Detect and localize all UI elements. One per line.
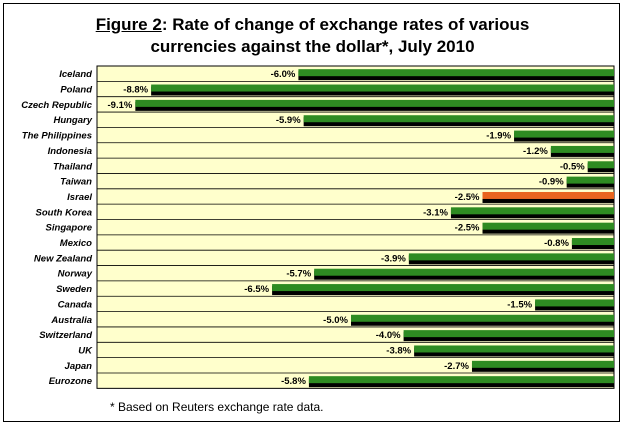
category-label: Taiwan: [60, 177, 92, 188]
value-label: -5.8%: [281, 376, 306, 387]
bar: [298, 69, 614, 77]
category-label: Switzerland: [39, 330, 92, 341]
value-label: -0.5%: [560, 161, 585, 172]
value-label: -3.9%: [381, 253, 406, 264]
bar: [587, 161, 614, 169]
footnote: * Based on Reuters exchange rate data.: [110, 400, 324, 414]
bar: [303, 115, 614, 123]
title-line2: currencies against the dollar*, July 201…: [150, 37, 475, 56]
category-label: Indonesia: [48, 146, 92, 157]
value-label: -9.1%: [108, 100, 133, 111]
value-label: -2.5%: [455, 192, 480, 203]
bar: [566, 176, 614, 184]
category-label: Thailand: [53, 161, 92, 172]
category-label: Japan: [65, 361, 93, 372]
bar: [151, 84, 614, 92]
category-label: Israel: [67, 192, 92, 203]
bar: [408, 253, 614, 261]
category-label: Singapore: [46, 223, 93, 234]
value-label: -6.5%: [244, 284, 269, 295]
title-line1: : Rate of change of exchange rates of va…: [161, 15, 530, 34]
bar: [135, 99, 614, 107]
value-label: -6.0%: [271, 69, 296, 80]
bar: [308, 376, 614, 384]
category-label: Czech Republic: [21, 100, 92, 111]
bar: [272, 284, 614, 292]
bar: [571, 238, 614, 246]
bar: [535, 299, 614, 307]
value-label: -0.9%: [539, 177, 564, 188]
category-label: Australia: [50, 315, 92, 326]
chart-title: Figure 2: Rate of change of exchange rat…: [4, 14, 621, 58]
value-label: -2.5%: [455, 223, 480, 234]
value-label: -5.9%: [276, 115, 301, 126]
value-label: -4.0%: [376, 330, 401, 341]
value-label: -2.7%: [444, 361, 469, 372]
bar: [450, 207, 614, 215]
bar: [403, 330, 614, 338]
value-label: -1.2%: [523, 146, 548, 157]
value-label: -5.7%: [286, 269, 311, 280]
bar-highlight: [482, 191, 614, 199]
bar: [314, 268, 614, 276]
value-label: -3.1%: [423, 207, 448, 218]
bar: [351, 314, 614, 322]
value-label: -1.9%: [486, 131, 511, 142]
category-label: The Philippines: [22, 131, 92, 142]
value-label: -5.0%: [323, 315, 348, 326]
bar: [550, 145, 614, 153]
value-label: -8.8%: [123, 85, 148, 96]
bar: [482, 222, 614, 230]
value-label: -1.5%: [507, 299, 532, 310]
category-label: Canada: [58, 299, 92, 310]
category-label: New Zealand: [34, 253, 92, 264]
category-label: Hungary: [53, 115, 92, 126]
category-label: Sweden: [56, 284, 92, 295]
category-label: South Korea: [36, 207, 92, 218]
category-label: UK: [78, 345, 93, 356]
value-label: -0.8%: [544, 238, 569, 249]
value-label: -3.8%: [386, 345, 411, 356]
category-label: Poland: [60, 85, 92, 96]
bar: [514, 130, 614, 138]
category-label: Norway: [58, 269, 93, 280]
category-label: Eurozone: [49, 376, 93, 387]
figure-number: Figure 2: [95, 15, 162, 34]
category-label: Iceland: [59, 69, 92, 80]
bar: [471, 360, 614, 368]
bar: [414, 345, 614, 353]
category-label: Mexico: [60, 238, 92, 249]
